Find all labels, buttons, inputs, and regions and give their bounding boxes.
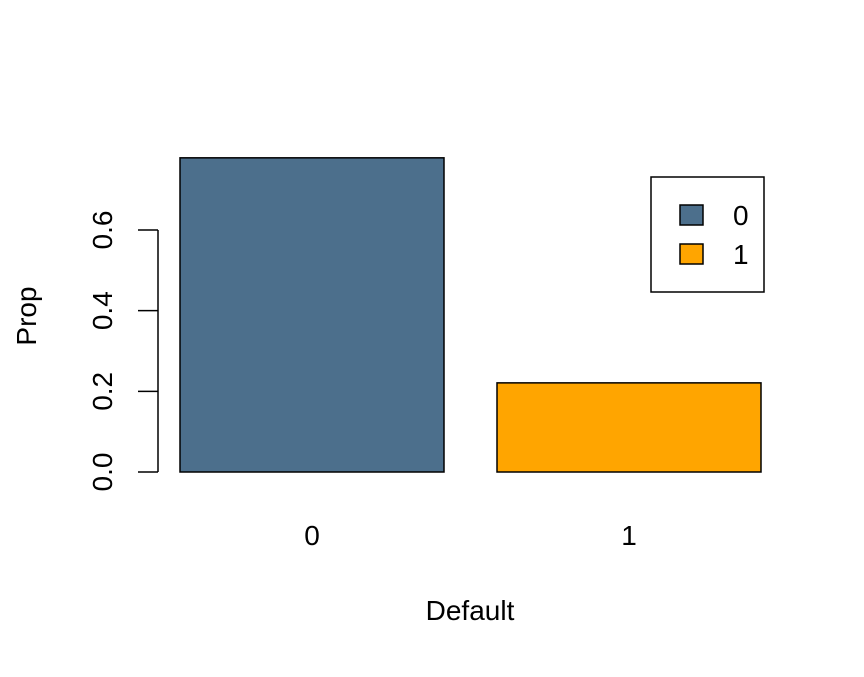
y-tick-label-0: 0.0	[87, 453, 118, 492]
x-tick-label-1: 1	[621, 520, 637, 551]
legend-box	[650, 176, 765, 293]
y-tick-label-1: 0.2	[87, 372, 118, 411]
legend-label-1: 1	[733, 239, 749, 270]
bar-1	[496, 382, 762, 473]
legend-entries: 01	[679, 200, 749, 270]
legend-swatch-1	[679, 243, 704, 265]
x-tick-label-0: 0	[304, 520, 320, 551]
y-axis: 0.0 0.2 0.4 0.6	[87, 211, 159, 492]
legend: 01	[650, 176, 765, 293]
y-tick-label-2: 0.4	[87, 291, 118, 330]
y-axis-label: Prop	[11, 286, 42, 345]
y-tick-label-3: 0.6	[87, 211, 118, 250]
x-axis-label: Default	[426, 595, 515, 626]
bar-0	[179, 157, 445, 473]
legend-swatch-0	[679, 204, 704, 226]
legend-label-0: 0	[733, 200, 749, 231]
bars-layer	[179, 157, 762, 473]
